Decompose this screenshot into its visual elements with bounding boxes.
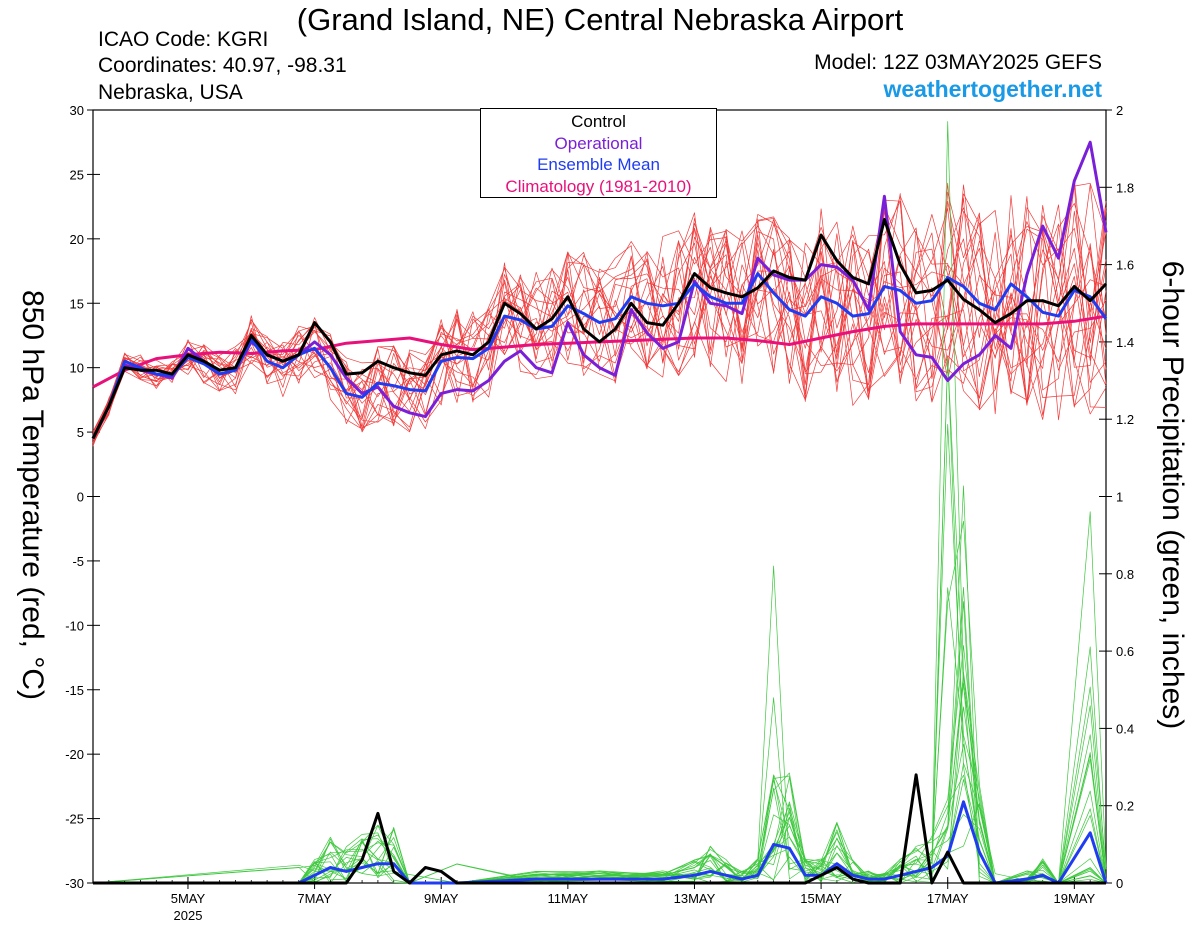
- x-tick-label: 19MAY: [1054, 891, 1096, 906]
- x-tick-label: 13MAY: [674, 891, 716, 906]
- ensemble-member-precip-line: [93, 424, 1107, 884]
- ensemble-member-precip-line: [92, 356, 1107, 884]
- y-tick-label-left: 0: [77, 490, 84, 505]
- y-tick-label-right: 0.2: [1116, 799, 1134, 814]
- ensemble-member-precip-line: [93, 645, 1107, 884]
- ensemble-member-temp-line: [92, 182, 1107, 434]
- region: Nebraska, USA: [98, 81, 243, 104]
- x-tick-label: 11MAY: [547, 891, 588, 906]
- y-tick-label-right: 0.8: [1116, 567, 1134, 582]
- y-tick-label-left: 20: [70, 232, 84, 247]
- ensemble-mean-precip-line: [93, 800, 1108, 885]
- ensemble-member-precip-line: [93, 674, 1107, 884]
- y-tick-label-left: -20: [65, 747, 84, 762]
- plot-area: [92, 109, 1107, 884]
- control-precip-line: [93, 773, 1106, 885]
- x-tick-label: 17MAY: [927, 891, 969, 906]
- ensemble-member-precip-line: [93, 356, 1107, 884]
- y-tick-label-right: 0.6: [1116, 644, 1134, 659]
- y-tick-label-right: 0: [1116, 876, 1123, 891]
- y-tick-label-right: 1.6: [1116, 258, 1134, 273]
- y-tick-label-left: -10: [65, 618, 84, 633]
- y-tick-label-right: 0.4: [1116, 721, 1134, 736]
- ensemble-member-temp-line: [92, 200, 1107, 441]
- y-tick-label-left: 30: [70, 103, 84, 118]
- ensemble-member-temp-line: [92, 182, 1107, 443]
- ensemble-member-precip-line: [93, 121, 1107, 884]
- chart-title: (Grand Island, NE) Central Nebraska Airp…: [296, 2, 904, 37]
- y-tick-label-left: 25: [70, 167, 84, 182]
- y-tick-label-right: 1.8: [1116, 180, 1134, 195]
- y-tick-label-right: 2: [1116, 103, 1123, 118]
- y-tick-label-left: -25: [65, 812, 84, 827]
- y-tick-label-left: -30: [65, 876, 84, 891]
- y-tick-label-left: -15: [65, 683, 84, 698]
- model-run: Model: 12Z 03MAY2025 GEFS: [814, 51, 1102, 74]
- legend-operational: Operational: [554, 133, 643, 153]
- legend-climatology: Climatology (1981-2010): [505, 176, 692, 196]
- y-tick-label-right: 1.2: [1116, 412, 1134, 427]
- legend-ensemble-mean: Ensemble Mean: [537, 155, 660, 174]
- y-tick-label-left: 15: [70, 296, 84, 311]
- ensemble-member-temp-line: [92, 183, 1107, 446]
- y-tick-label-left: -5: [72, 554, 84, 569]
- x-tick-label: 15MAY: [800, 891, 842, 906]
- site-link[interactable]: weathertogether.net: [883, 76, 1102, 102]
- icao-code: ICAO Code: KGRI: [98, 28, 269, 51]
- x-tick-label: 5MAY: [171, 891, 206, 906]
- coordinates: Coordinates: 40.97, -98.31: [98, 54, 347, 77]
- ensemble-mean-line: [91, 272, 1108, 440]
- x-tick-label: 9MAY: [424, 891, 459, 906]
- legend: Control Operational Ensemble Mean Climat…: [480, 108, 717, 198]
- ensemble-member-temp-line: [92, 207, 1107, 445]
- x-tick-sublabel: 2025: [174, 908, 203, 923]
- y-tick-label-left: 10: [70, 361, 84, 376]
- ensemble-member-precip-line: [92, 671, 1107, 884]
- x-tick-label: 7MAY: [297, 891, 332, 906]
- ensemble-member-precip-line: [93, 743, 1107, 884]
- legend-control: Control: [571, 112, 626, 131]
- control-line: [91, 218, 1108, 440]
- y-tick-label-left: 5: [77, 425, 84, 440]
- y-tick-label-right: 1.4: [1116, 335, 1134, 350]
- ensemble-member-temp-line: [92, 178, 1107, 445]
- ensemble-member-precip-line: [93, 802, 1107, 884]
- y-tick-label-right: 1: [1116, 490, 1123, 505]
